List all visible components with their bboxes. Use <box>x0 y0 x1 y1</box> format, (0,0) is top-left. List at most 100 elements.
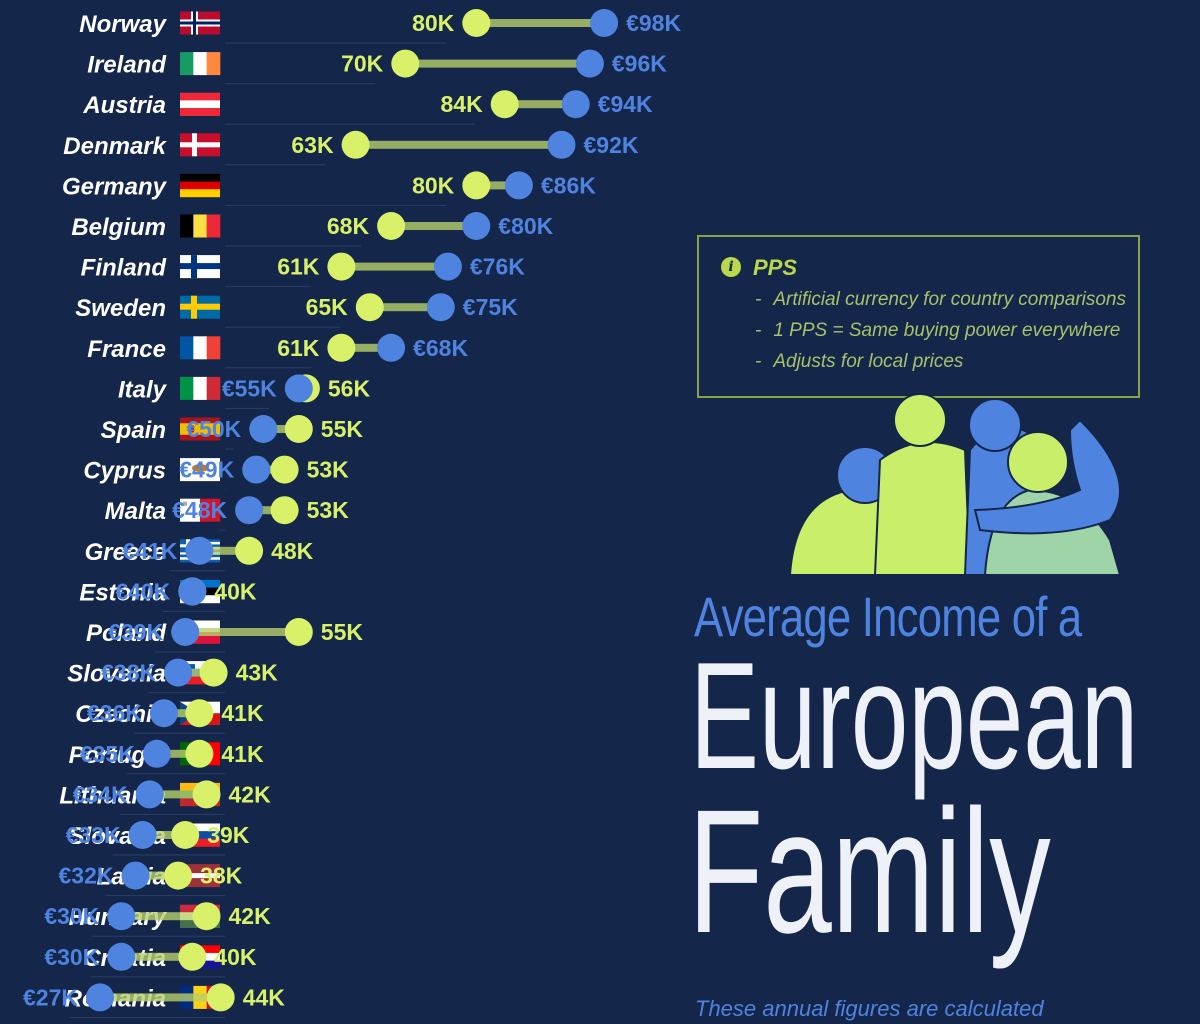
pps-item-text: Adjusts for local prices <box>773 351 964 372</box>
eur-value-label: €75K <box>463 294 518 320</box>
country-label: Austria <box>82 92 166 119</box>
eur-dot <box>433 252 462 281</box>
flag-part <box>180 303 220 310</box>
pps-dot <box>391 49 420 78</box>
dumbbell-connector <box>149 790 207 799</box>
dumbbell-connector <box>156 749 200 758</box>
flag-part <box>180 173 220 182</box>
eur-dot <box>164 658 193 687</box>
chart-row: Ireland €96K 70K <box>87 49 667 85</box>
pps-dot <box>171 821 200 849</box>
eur-value-label: €39K <box>108 619 163 645</box>
pps-dot <box>270 455 299 484</box>
chart-row: Denmark €92K 63K <box>63 130 639 166</box>
eur-dot <box>185 536 214 565</box>
belgium-flag-icon <box>180 214 221 238</box>
eur-value-label: €55K <box>222 375 277 401</box>
dumbbell-connector <box>121 912 207 921</box>
chart-row: Czechia€36K 41K <box>75 699 264 734</box>
spain-flag-icon <box>180 417 220 441</box>
eur-dot <box>178 577 207 606</box>
eur-value-label: €40K <box>115 578 170 604</box>
flag-part <box>180 823 220 832</box>
chart-row: France €68K 61K <box>87 333 468 369</box>
pps-value-label: 38K <box>200 863 243 889</box>
eur-value-label: €80K <box>498 213 553 239</box>
pps-dot <box>178 942 207 971</box>
country-label: Belgium <box>71 214 166 241</box>
flag-part <box>193 376 207 400</box>
flag-part <box>206 52 221 76</box>
pps-dot <box>270 496 299 525</box>
pps-dot <box>206 983 235 1012</box>
chart-row: Greece€41K 48K <box>85 536 314 572</box>
eur-dot <box>249 415 278 443</box>
flag-part <box>180 376 194 400</box>
country-label: Finland <box>81 255 168 282</box>
flag-part <box>206 376 221 400</box>
cyprus-flag-icon <box>180 458 220 482</box>
pps-dot <box>185 739 214 768</box>
flag-part <box>206 336 221 360</box>
flag-part <box>180 108 220 116</box>
dumbbell-connector <box>185 628 299 636</box>
eur-dot <box>107 942 136 971</box>
pps-dot <box>235 536 264 565</box>
pps-dot <box>327 252 356 281</box>
pps-dot <box>377 212 406 240</box>
dumbbell-connector <box>121 952 193 961</box>
dumbbell-connector <box>135 871 179 880</box>
family-illustration <box>788 393 1122 576</box>
country-label: Greece <box>85 539 166 566</box>
pps-value-label: 63K <box>291 132 334 158</box>
pps-box-title: PPS <box>753 255 798 280</box>
dumbbell-chart: Norway €98K 80K Ireland €96K 70K Austria €94K 84… <box>23 9 681 1018</box>
pps-value-label: 80K <box>412 172 455 198</box>
eur-value-label: €27K <box>23 984 78 1010</box>
chart-row: Slovenia€38K 43K <box>67 658 278 694</box>
flag-part <box>183 501 187 506</box>
pps-dot <box>490 90 519 119</box>
eur-value-label: €98K <box>626 10 681 36</box>
eur-value-label: €48K <box>172 497 227 523</box>
country-label: Estonia <box>79 579 166 606</box>
pps-item-text: 1 PPS = Same buying power everywhere <box>773 320 1121 341</box>
eur-dot <box>128 821 157 849</box>
sweden-flag-icon <box>180 295 220 319</box>
eur-dot <box>575 49 604 78</box>
footnote: These annual figures are calculated <box>695 996 1044 1021</box>
chart-row: Sweden €75K 65K <box>75 293 518 328</box>
country-label: Germany <box>62 173 168 200</box>
country-label: France <box>87 336 166 363</box>
flag-part <box>193 52 207 76</box>
poland-flag-icon <box>180 620 220 644</box>
pps-value-label: 53K <box>307 497 350 523</box>
eur-value-label: €94K <box>598 91 653 117</box>
eur-dot <box>171 618 200 646</box>
chart-row: Belgium €80K 68K <box>71 212 554 247</box>
chart-row: Lithuania€34K 42K <box>59 780 272 815</box>
country-label: Denmark <box>63 133 167 160</box>
flag-part <box>192 464 208 473</box>
country-label: Cyprus <box>83 458 166 485</box>
italy-flag-icon <box>180 376 221 400</box>
pps-value-label: 48K <box>271 538 314 564</box>
eur-dot <box>590 9 619 37</box>
flag-part <box>180 100 220 109</box>
eur-value-label: €41K <box>122 538 177 564</box>
dumbbell-connector <box>504 100 576 109</box>
flag-part <box>180 661 220 670</box>
chart-row: Germany €86K 80K <box>62 171 596 206</box>
dumbbell-connector <box>369 303 441 312</box>
country-label: Norway <box>79 11 167 38</box>
chart-title-line1: European <box>690 631 1139 801</box>
flag-part <box>180 831 220 840</box>
dumbbell-connector <box>476 181 519 190</box>
chart-row: Portugal€35K 41K <box>69 739 264 775</box>
pps-value-label: 42K <box>229 781 272 807</box>
pps-dot <box>462 9 491 37</box>
dumbbell-connector <box>100 993 221 1002</box>
